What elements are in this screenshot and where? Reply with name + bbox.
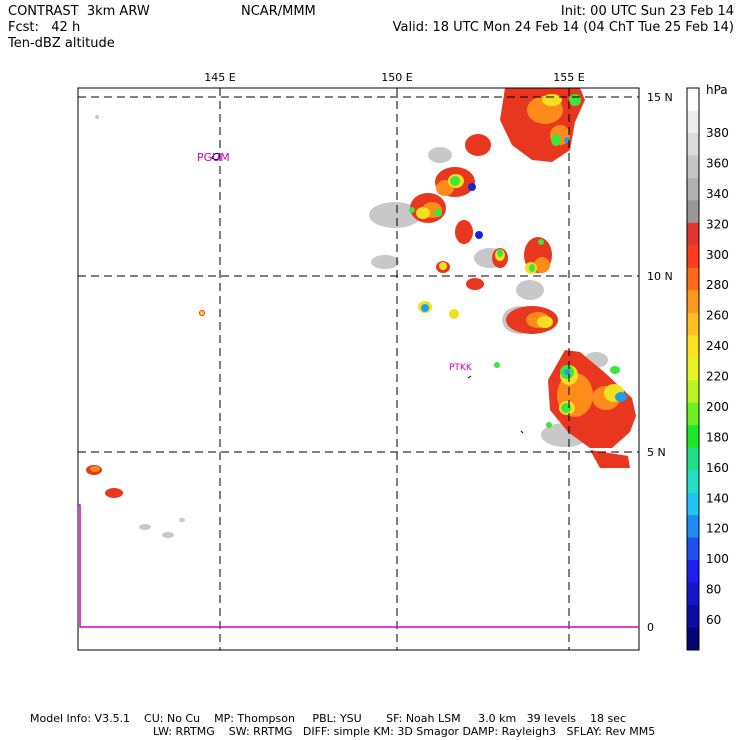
domain-boundary [78,504,639,628]
valid-time: Valid: 18 UTC Mon 24 Feb 14 (04 ChT Tue … [392,20,734,35]
colorbar-swatch [687,222,699,246]
colorbar-swatch [687,88,699,111]
colorbar-label: 120 [706,522,729,536]
guam-coast [211,152,221,161]
product-title: CONTRAST 3km ARW [8,4,150,19]
colorbar-label: 320 [706,217,729,231]
colorbar-swatch [687,627,699,651]
lon-label-150e: 150 E [381,71,412,84]
lat-label-10n: 10 N [647,270,673,283]
lat-label-15n: 15 N [647,91,673,104]
colorbar-label: 200 [706,400,729,414]
colorbar-swatch [687,177,699,201]
colorbar-swatch [687,357,699,381]
colorbar-label: 240 [706,339,729,353]
colorbar-swatch [687,605,699,629]
colorbar-swatch [687,380,699,404]
colorbar-swatch [687,402,699,426]
colorbar-swatches [687,88,699,651]
chuuk-coast [467,375,472,379]
lat-label-0: 0 [647,621,654,634]
colorbar-swatch [687,200,699,224]
lon-label-155e: 155 E [553,71,584,84]
dark-blue-echo-cells [468,183,483,239]
colorbar-label: 300 [706,248,729,262]
colorbar-labels: 380 360 340 320 300 280 260 240 220 200 180 160 140 1… [706,126,729,627]
colorbar-label: 80 [706,583,721,597]
colorbar-swatch [687,155,699,179]
coastlines [211,96,524,434]
init-time: Init: 00 UTC Sun 23 Feb 14 [560,4,734,19]
colorbar-label: 100 [706,552,729,566]
island-speck-2 [520,430,524,434]
colorbar-label: 360 [706,156,729,170]
lat-label-5n: 5 N [647,446,666,459]
colorbar-swatch [687,267,699,291]
colorbar-swatch [687,132,699,156]
colorbar-swatch [687,582,699,606]
colorbar-swatch [687,447,699,471]
station-ptkk: PTKK [449,363,473,373]
colorbar-swatch [687,245,699,269]
station-pgum: PGUM [197,151,230,164]
colorbar-swatch [687,515,699,539]
colorbar-label: 340 [706,187,729,201]
green-echo-cells [409,94,620,428]
lon-label-145e: 145 E [204,71,235,84]
colorbar-label: 380 [706,126,729,140]
colorbar-label: 180 [706,430,729,444]
blue-echo-cells [421,137,627,402]
forecast-hour: Fcst: 42 h [8,20,81,35]
colorbar-swatch [687,470,699,494]
colorbar-label: 140 [706,491,729,505]
reflectivity-field [86,88,636,538]
colorbar: hPa 380 360 340 320 300 280 260 240 220 200 180 160… [686,83,729,651]
colorbar-swatch [687,492,699,516]
colorbar-label: 280 [706,278,729,292]
footer-model-info-2: LW: RRTMG SW: RRTMG DIFF: simple KM: 3D … [153,725,656,738]
boundary-line [78,504,639,628]
colorbar-swatch [687,537,699,561]
colorbar-swatch [687,560,699,584]
colorbar-unit: hPa [706,83,728,97]
colorbar-label: 260 [706,309,729,323]
colorbar-label: 160 [706,461,729,475]
latlon-grid [78,88,639,650]
colorbar-swatch [687,290,699,314]
colorbar-swatch [687,312,699,336]
colorbar-label: 60 [706,613,721,627]
footer-model-info-1: Model Info: V3.5.1 CU: No Cu MP: Thompso… [30,712,627,725]
colorbar-frame [686,87,700,651]
colorbar-swatch [687,110,699,134]
map-frame [77,87,640,651]
colorbar-swatch [687,425,699,449]
colorbar-label: 220 [706,370,729,384]
colorbar-swatch [687,335,699,359]
field-name: Ten-dBZ altitude [8,36,115,51]
center-name: NCAR/MMM [241,4,316,19]
